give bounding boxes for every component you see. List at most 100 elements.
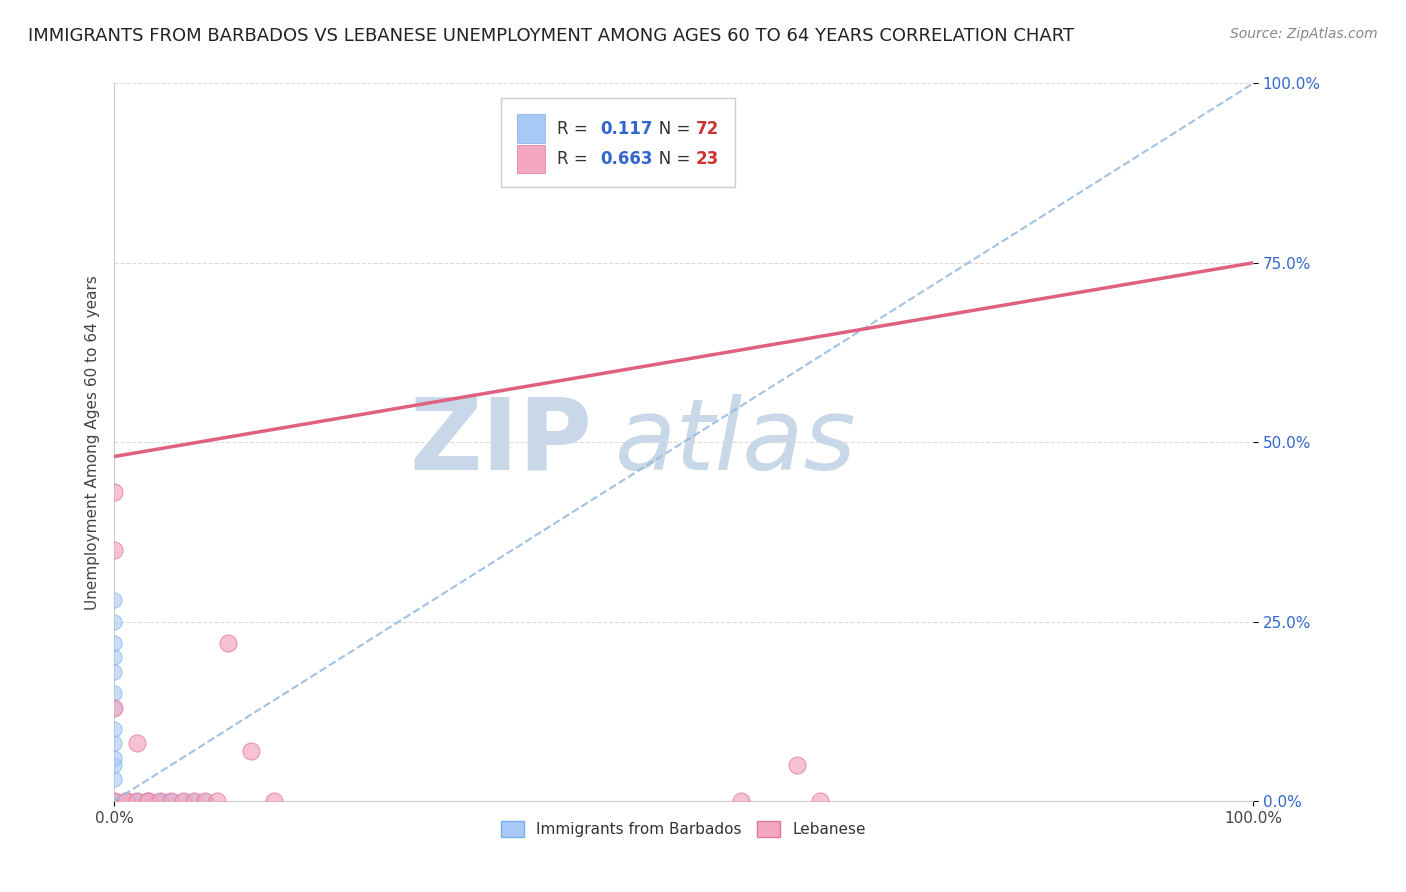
Text: N =: N = — [643, 120, 695, 137]
Point — [160, 794, 183, 808]
Point — [103, 794, 125, 808]
Point — [103, 794, 125, 808]
Point — [103, 794, 125, 808]
Point — [103, 794, 125, 808]
Point — [125, 794, 148, 808]
Point — [103, 794, 125, 808]
FancyBboxPatch shape — [517, 145, 544, 173]
Point — [103, 794, 125, 808]
Point — [103, 794, 125, 808]
Point — [103, 686, 125, 700]
Point — [103, 737, 125, 751]
Point — [103, 794, 125, 808]
Point — [103, 794, 125, 808]
Point — [194, 794, 217, 808]
Text: Source: ZipAtlas.com: Source: ZipAtlas.com — [1230, 27, 1378, 41]
Text: R =: R = — [557, 150, 593, 168]
Point — [217, 636, 239, 650]
Point — [183, 794, 205, 808]
Point — [172, 794, 194, 808]
Point — [205, 794, 228, 808]
Point — [183, 794, 205, 808]
Point — [149, 794, 172, 808]
Point — [263, 794, 285, 808]
Point — [138, 794, 160, 808]
Point — [125, 794, 148, 808]
Point — [103, 794, 125, 808]
Point — [103, 794, 125, 808]
Point — [103, 485, 125, 500]
Point — [786, 758, 808, 772]
Point — [103, 794, 125, 808]
Point — [114, 794, 136, 808]
FancyBboxPatch shape — [502, 98, 735, 187]
Point — [114, 794, 136, 808]
Point — [808, 794, 831, 808]
Point — [114, 794, 136, 808]
Point — [103, 794, 125, 808]
Point — [114, 794, 136, 808]
Point — [114, 794, 136, 808]
Point — [103, 794, 125, 808]
Point — [103, 794, 125, 808]
Point — [125, 737, 148, 751]
Point — [239, 744, 262, 758]
Point — [103, 542, 125, 557]
Point — [103, 593, 125, 607]
Point — [103, 615, 125, 629]
Point — [138, 794, 160, 808]
Point — [103, 772, 125, 787]
Point — [103, 794, 125, 808]
Point — [103, 700, 125, 714]
Text: IMMIGRANTS FROM BARBADOS VS LEBANESE UNEMPLOYMENT AMONG AGES 60 TO 64 YEARS CORR: IMMIGRANTS FROM BARBADOS VS LEBANESE UNE… — [28, 27, 1074, 45]
Text: 0.663: 0.663 — [600, 150, 652, 168]
Point — [103, 794, 125, 808]
Point — [103, 722, 125, 736]
Point — [114, 794, 136, 808]
Point — [138, 794, 160, 808]
Point — [125, 794, 148, 808]
Text: R =: R = — [557, 120, 593, 137]
Point — [730, 794, 752, 808]
Point — [103, 794, 125, 808]
Point — [125, 794, 148, 808]
Point — [103, 794, 125, 808]
Point — [125, 794, 148, 808]
Point — [103, 794, 125, 808]
Point — [103, 751, 125, 765]
Point — [103, 758, 125, 772]
Point — [103, 794, 125, 808]
Point — [138, 794, 160, 808]
Point — [103, 650, 125, 665]
Legend: Immigrants from Barbados, Lebanese: Immigrants from Barbados, Lebanese — [495, 815, 872, 844]
Point — [160, 794, 183, 808]
Point — [103, 700, 125, 714]
Point — [160, 794, 183, 808]
Point — [103, 794, 125, 808]
Point — [103, 636, 125, 650]
Text: ZIP: ZIP — [409, 393, 592, 491]
FancyBboxPatch shape — [517, 114, 544, 143]
Point — [149, 794, 172, 808]
Text: 0.117: 0.117 — [600, 120, 652, 137]
Text: 72: 72 — [696, 120, 720, 137]
Point — [138, 794, 160, 808]
Y-axis label: Unemployment Among Ages 60 to 64 years: Unemployment Among Ages 60 to 64 years — [86, 275, 100, 609]
Point — [114, 794, 136, 808]
Point — [114, 794, 136, 808]
Point — [103, 665, 125, 679]
Point — [103, 794, 125, 808]
Point — [114, 794, 136, 808]
Text: 23: 23 — [696, 150, 720, 168]
Point — [125, 794, 148, 808]
Point — [103, 794, 125, 808]
Point — [103, 794, 125, 808]
Point — [172, 794, 194, 808]
Point — [125, 794, 148, 808]
Point — [103, 794, 125, 808]
Point — [149, 794, 172, 808]
Point — [125, 794, 148, 808]
Point — [103, 794, 125, 808]
Point — [103, 794, 125, 808]
Point — [194, 794, 217, 808]
